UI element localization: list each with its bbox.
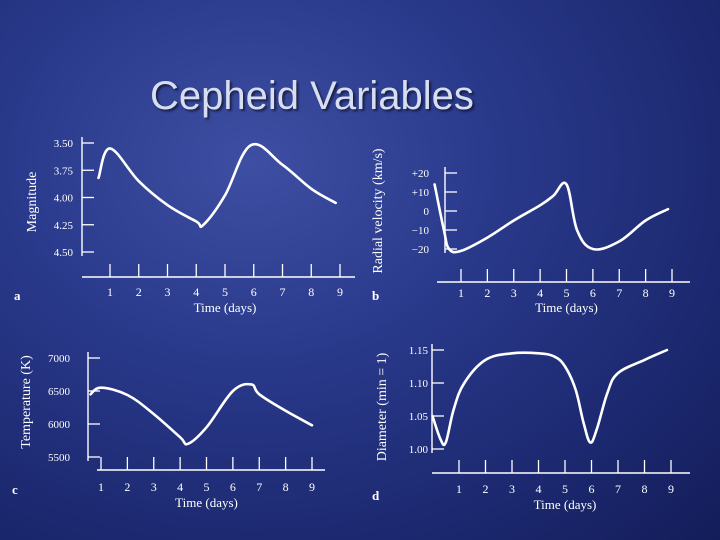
panel-d-x-tick-label: 2 [483,482,489,496]
panel-b-x-tick-label: 3 [511,286,517,300]
panel-c-y-tick-label: 6500 [48,386,71,398]
panel-d-x-tick-label: 9 [668,482,674,496]
panel-c-x-tick-label: 6 [230,480,236,494]
panel-d-curve [431,348,669,447]
panel-c-y-tick-label: 7000 [48,353,71,365]
panel-c-x-tick-label: 4 [177,480,183,494]
panel-d-y-tick-label: 1.05 [409,411,429,423]
panel-c-x-tick-label: 9 [309,480,315,494]
panel-d-y-title: Diameter (min = 1) [375,352,390,461]
panel-a-y-tick-label: 4.00 [54,193,74,205]
panel-c-curve [89,382,314,446]
panel-c-x-title: Time (days) [175,495,238,510]
panel-b-y-tick-label: +10 [412,187,430,199]
panel-a-x-tick-label: 7 [280,285,286,299]
panel-b-x-tick-label: 5 [564,286,570,300]
panel-d-x-tick-label: 4 [536,482,542,496]
panel-c-x-tick-label: 3 [151,480,157,494]
panel-d-y-tick-label: 1.00 [409,444,429,456]
panel-b-y-tick-label: 0 [424,206,430,218]
panel-b-y-tick-label: −20 [412,244,430,256]
panel-b-x-tick-label: 9 [669,286,675,300]
panel-d-y-tick-label: 1.15 [409,345,429,357]
panel-c-x-tick-label: 1 [98,480,104,494]
panel-c-y-tick-label: 6000 [48,419,71,431]
panel-b-x-tick-label: 7 [616,286,622,300]
panel-d-x-tick-label: 1 [456,482,462,496]
panel-a-curve [97,142,337,229]
panel-a-x-tick-label: 8 [308,285,314,299]
panel-a-x-tick-label: 9 [337,285,343,299]
panel-a-y-tick-label: 3.75 [54,165,74,177]
panel-a-x-tick-label: 5 [222,285,228,299]
panel-c-y-tick-label: 5500 [48,452,71,464]
panel-b-x-tick-label: 2 [484,286,490,300]
panel-d-x-tick-label: 6 [589,482,595,496]
panel-d-x-tick-label: 8 [642,482,648,496]
panel-a-y-title: Magnitude [25,172,40,233]
panel-c-x-tick-label: 5 [204,480,210,494]
panel-c-x-tick-label: 8 [283,480,289,494]
panel-b-y-tick-label: +20 [412,168,430,180]
panel-c-x-tick-label: 2 [124,480,130,494]
panel-b-x-tick-label: 4 [537,286,543,300]
panel-d-x-tick-label: 3 [509,482,515,496]
panel-c-letter: c [12,482,18,497]
panel-a-x-tick-label: 4 [193,285,199,299]
panel-b-y-tick-label: −10 [412,225,430,237]
panel-b-x-tick-label: 1 [458,286,464,300]
panel-d-x-title: Time (days) [534,497,597,512]
panel-a-x-tick-label: 1 [107,285,113,299]
panel-d-y-tick-label: 1.10 [409,378,429,390]
panel-b-curve [433,181,670,254]
panel-a-y-tick-label: 4.50 [54,247,74,259]
panel-a-x-tick-label: 6 [251,285,257,299]
panel-b-y-title: Radial velocity (km/s) [371,148,386,274]
panel-a-y-tick-label: 3.50 [54,138,74,150]
panel-d-letter: d [372,488,380,503]
panel-b-x-tick-label: 8 [643,286,649,300]
panel-d-x-tick-label: 5 [562,482,568,496]
panel-a-x-title: Time (days) [194,300,257,315]
panel-b-x-tick-label: 6 [590,286,596,300]
panel-c-y-title: Temperature (K) [19,355,34,449]
panel-b-letter: b [372,288,379,303]
panel-d-x-tick-label: 7 [615,482,621,496]
slide-title: Cepheid Variables [150,74,474,118]
panel-a-y-tick-label: 4.25 [54,220,74,232]
panel-a-x-tick-label: 3 [165,285,171,299]
panel-c-x-tick-label: 7 [256,480,262,494]
panel-a-x-tick-label: 2 [136,285,142,299]
panel-b-x-title: Time (days) [535,300,598,315]
panel-a-letter: a [14,288,21,303]
